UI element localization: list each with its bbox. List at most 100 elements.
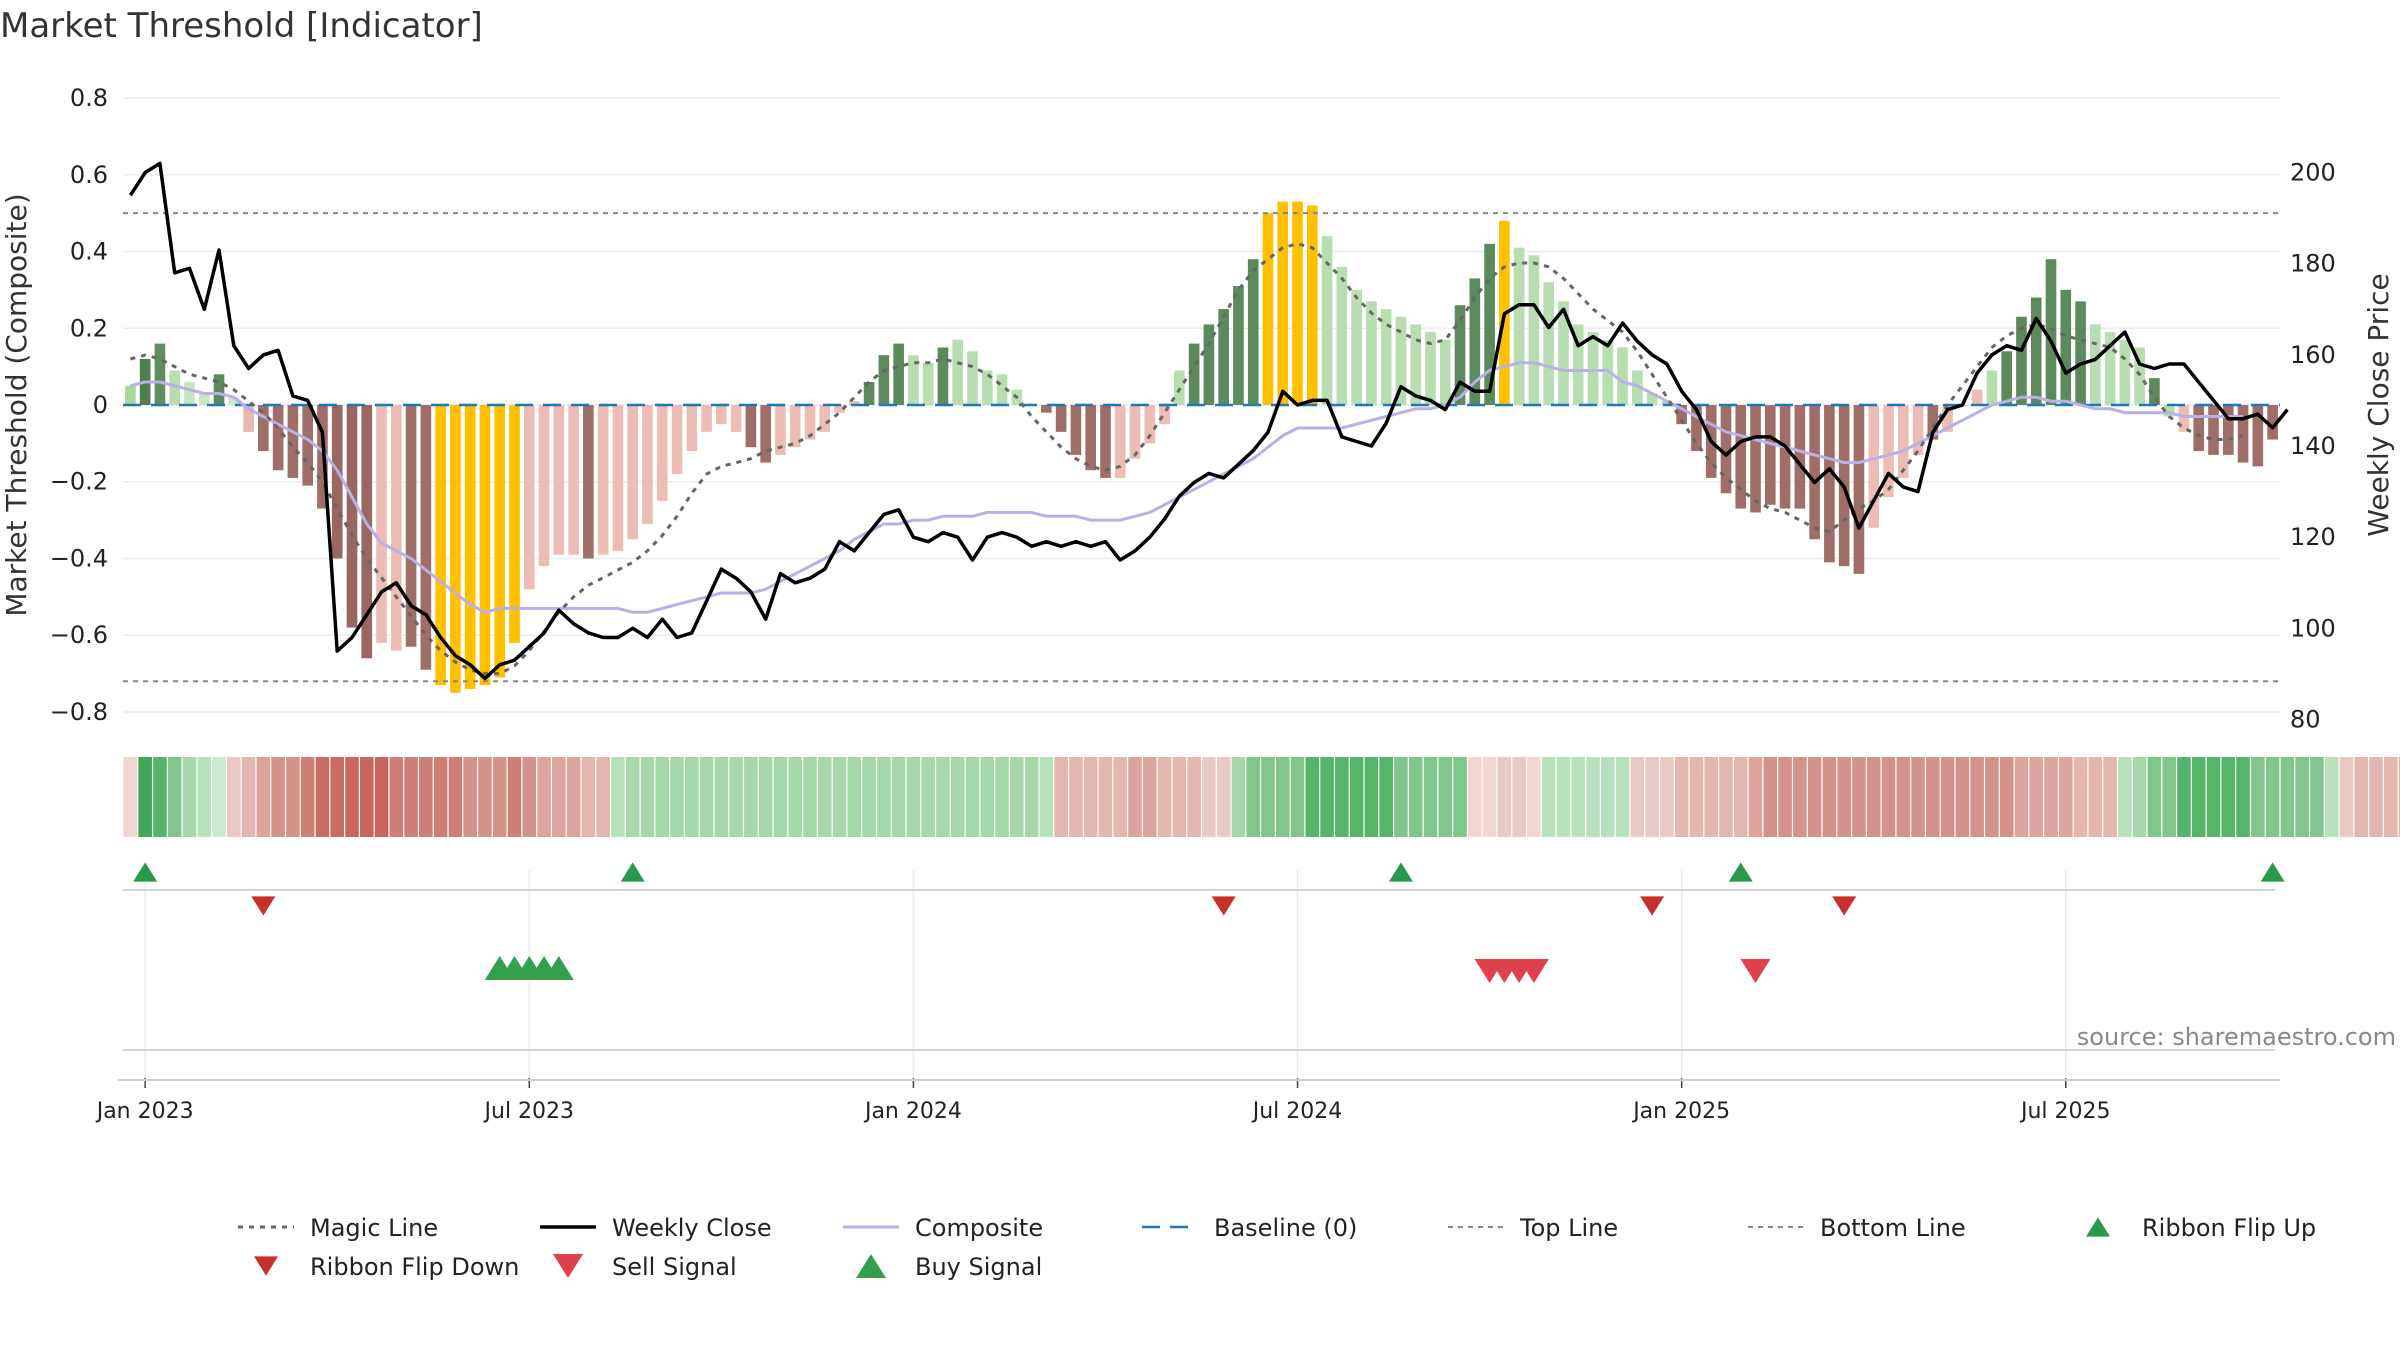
composite-bar <box>1100 405 1111 478</box>
composite-bar <box>893 343 904 405</box>
composite-bar <box>656 405 668 501</box>
ribbon-cell <box>286 757 300 837</box>
ribbon-cell <box>1187 757 1201 837</box>
ribbon-cell <box>1305 757 1320 837</box>
ribbon-cell <box>862 757 876 837</box>
composite-bar <box>1513 247 1525 405</box>
ribbon-cell <box>1275 757 1290 837</box>
legend-label: Bottom Line <box>1820 1214 1966 1242</box>
ribbon-cell <box>2265 757 2280 837</box>
composite-bar <box>1277 201 1289 405</box>
ribbon-cell <box>1039 757 1054 837</box>
ribbon-cell <box>1364 757 1379 837</box>
ribbon-cell <box>1674 757 1689 837</box>
composite-bar <box>538 405 550 567</box>
ribbon-cell <box>167 757 182 837</box>
ribbon-cell <box>1482 757 1497 837</box>
composite-bar <box>2060 289 2072 405</box>
ribbon-cell <box>1645 757 1659 837</box>
legend-label: Weekly Close <box>612 1214 772 1242</box>
ribbon-cell <box>1807 757 1822 837</box>
ribbon-cell <box>1556 757 1571 837</box>
composite-bar <box>1617 347 1628 405</box>
composite-bar <box>1735 405 1747 509</box>
ribbon-cell <box>315 757 330 837</box>
composite-bar <box>642 405 653 524</box>
ribbon-cell <box>566 757 581 837</box>
ribbon-cell <box>1837 757 1851 837</box>
composite-bar <box>302 405 313 486</box>
composite-bar <box>1055 405 1067 432</box>
ribbon-cell <box>448 757 463 837</box>
ribbon-cell <box>2191 757 2206 837</box>
composite-bar <box>1558 301 1569 405</box>
composite-bar <box>2119 339 2131 405</box>
composite-bar <box>1188 343 1200 405</box>
ribbon-flip-down-marker <box>1832 896 1857 916</box>
ribbon-cell <box>2384 757 2398 837</box>
ribbon-cell <box>891 757 906 837</box>
ribbon-cell <box>685 757 699 837</box>
sell-signal-marker <box>1518 959 1549 983</box>
ribbon-cell <box>419 757 433 837</box>
left-axis-label: Market Threshold (Composite) <box>0 193 33 616</box>
ribbon-cell <box>300 757 315 837</box>
ribbon-cell <box>832 757 847 837</box>
ribbon-strip <box>123 757 2400 837</box>
ribbon-cell <box>2369 757 2383 837</box>
ribbon-cell <box>2103 757 2117 837</box>
ribbon-flip-up-marker <box>1388 862 1413 882</box>
composite-bar <box>908 355 919 405</box>
composite-bar <box>1543 282 1555 405</box>
legend: Magic Line Weekly Close Composite Baseline … <box>238 1214 2316 1281</box>
left-tick-label: 0.4 <box>70 238 108 266</box>
ribbon-cell <box>1113 757 1128 837</box>
composite-bar <box>479 405 491 686</box>
left-tick-label: 0.2 <box>70 314 108 342</box>
ribbon-cell <box>1719 757 1733 837</box>
composite-bar <box>627 405 639 540</box>
ribbon-cell <box>374 757 389 837</box>
right-tick-label: 140 <box>2290 432 2336 460</box>
composite-bar <box>2193 405 2205 452</box>
right-tick-label: 100 <box>2290 614 2336 642</box>
composite-bar <box>509 405 520 643</box>
ribbon-cell <box>729 757 743 837</box>
ribbon-cell <box>1098 757 1113 837</box>
legend-label: Ribbon Flip Up <box>2142 1214 2316 1242</box>
ribbon-cell <box>359 757 374 837</box>
magic-line <box>130 242 2244 676</box>
composite-bar <box>1218 309 1229 405</box>
ribbon-cell <box>906 757 921 837</box>
ribbon-cell <box>788 757 803 837</box>
composite-bar <box>789 405 801 448</box>
ribbon-cell <box>1054 757 1068 837</box>
ribbon-cell <box>182 757 197 837</box>
ribbon-cell <box>1157 757 1172 837</box>
ribbon-cell <box>463 757 477 837</box>
ribbon-cell <box>1881 757 1896 837</box>
ribbon-cell <box>1246 757 1261 837</box>
series-lines <box>123 161 2289 683</box>
ribbon-cell <box>1955 757 1970 837</box>
ribbon-cell <box>2398 757 2400 837</box>
ribbon-cell <box>153 757 167 837</box>
composite-bar <box>2149 378 2160 405</box>
ribbon-cell <box>596 757 610 837</box>
ribbon-cell <box>758 757 773 837</box>
composite-bar <box>1676 405 1687 425</box>
composite-bar <box>435 405 446 686</box>
ribbon-cell <box>478 757 492 837</box>
composite-bar <box>2222 405 2234 455</box>
ribbon-cell <box>950 757 965 837</box>
composite-bar <box>1262 213 1274 405</box>
composite-bar <box>213 374 225 405</box>
ribbon-cell <box>1571 757 1586 837</box>
composite-bar <box>1587 332 1599 405</box>
ribbon-cell <box>670 757 684 837</box>
ribbon-cell <box>581 757 596 837</box>
ribbon-cell <box>1468 757 1482 837</box>
composite-bar <box>1868 405 1880 528</box>
grid-layer <box>123 97 2280 1080</box>
